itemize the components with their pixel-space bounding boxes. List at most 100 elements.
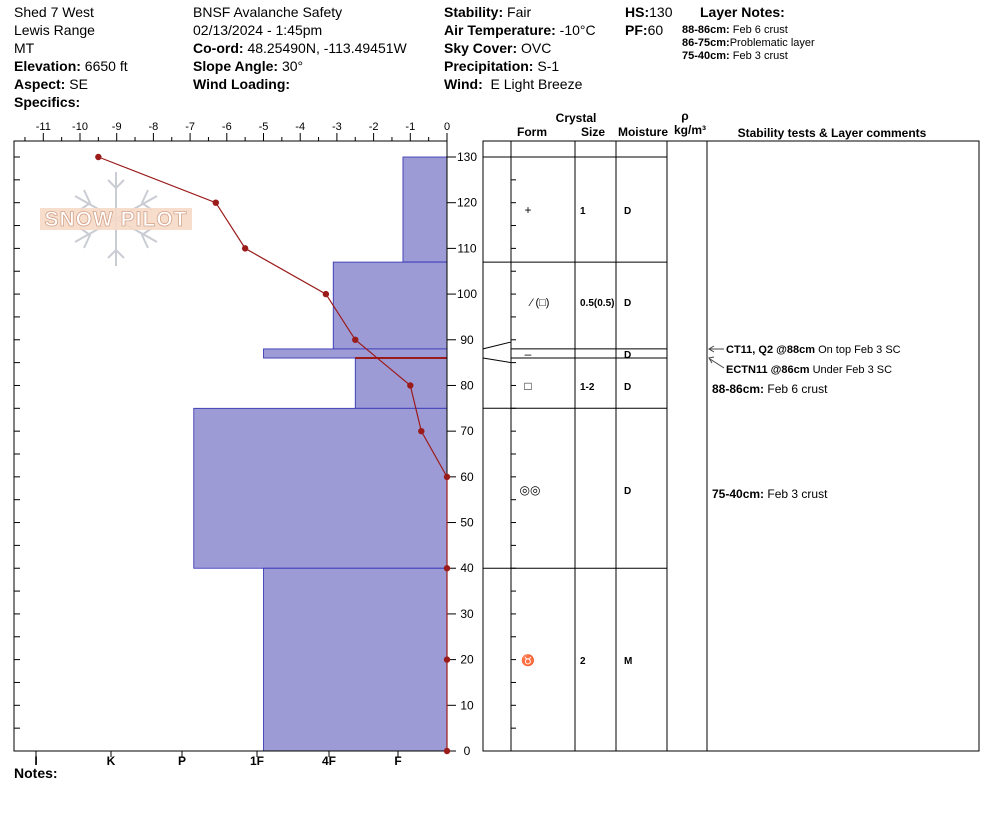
snowpilot-logo-text: SNOW PILOT [45, 208, 188, 231]
temperature-point [212, 199, 219, 206]
layer-table-grid [482, 140, 980, 752]
temperature-point [443, 747, 451, 755]
temp-tick-label: -3 [332, 121, 342, 133]
conditions-info: Stability: Fair Air Temperature: -10°C S… [444, 3, 596, 93]
form-melt-forms: ♉ [521, 654, 535, 667]
temperature-point [407, 382, 414, 389]
form-crust: – [525, 347, 532, 361]
layer-note: 75-40cm: Feb 3 crust [682, 50, 788, 62]
hardness-layer [402, 156, 448, 263]
stability-test: CT11, Q2 @88cm On top Feb 3 SC [726, 344, 901, 356]
table-frame [482, 140, 980, 752]
test-arrow-icon [708, 345, 725, 369]
wind-loading-row: Wind Loading: [193, 76, 291, 92]
depth-tick-label: 30 [460, 607, 474, 621]
layer-comment: 88-86cm: Feb 6 crust [712, 382, 828, 396]
temp-tick-label: -6 [222, 121, 232, 133]
depth-tick-label: 10 [460, 698, 474, 712]
temperature-point [443, 565, 451, 572]
form-faceted: □ [524, 379, 531, 393]
form-header: Form [517, 125, 547, 139]
hardness-layer [263, 348, 448, 359]
depth-tick-label: 0 [464, 744, 471, 758]
snowpilot-watermark: SNOW PILOT [40, 172, 192, 266]
hs-row: HS:130 [625, 4, 673, 20]
temp-tick-label: -7 [185, 121, 195, 133]
comments-header: Stability tests & Layer comments [738, 126, 927, 140]
form-rounding-faceted: + [524, 203, 531, 217]
aspect-row: Aspect: SE [14, 76, 88, 92]
hardness-tick-label: F [394, 754, 401, 768]
site-name: Shed 7 West [14, 4, 94, 20]
notes-label: Notes: [14, 765, 58, 781]
temperature-point [95, 153, 102, 161]
size-cell: 1-2 [580, 382, 595, 393]
temperature-point [352, 336, 359, 343]
layer-note: 88-86cm: Feb 6 crust [682, 24, 788, 36]
moisture-header: Moisture [618, 125, 668, 139]
density-unit-header: kg/m³ [674, 123, 706, 137]
moisture-cell: M [624, 656, 632, 667]
temperature-point [418, 427, 425, 435]
sky-row: Sky Cover: OVC [444, 40, 552, 56]
layer-note: 86-75cm:Problematic layer [682, 37, 815, 49]
moisture-cell: D [624, 486, 631, 497]
specifics-row: Specifics: [14, 94, 81, 110]
depth-tick-label: 60 [460, 470, 474, 484]
temp-tick-label: -10 [72, 121, 88, 133]
temp-tick-label: -1 [405, 121, 415, 133]
layer-comment: 75-40cm: Feb 3 crust [712, 487, 828, 501]
hardness-layer [263, 567, 448, 752]
crystal-header: Crystal [556, 111, 597, 125]
site-info: Shed 7 West Lewis Range MT Elevation: 66… [14, 3, 128, 111]
row-connector [482, 357, 512, 364]
density-symbol-header: ρ [681, 109, 688, 123]
pf-row: PF:60 [625, 22, 664, 38]
depth-tick-label: 90 [460, 333, 474, 347]
depth-tick-label: 50 [460, 516, 474, 530]
temperature-point [443, 473, 451, 481]
hardness-tick-label: P [178, 754, 186, 768]
depth-tick-label: 80 [460, 378, 474, 392]
hardness-tick-label: I [34, 754, 37, 768]
observer-info: BNSF Avalanche Safety 02/13/2024 - 1:45p… [193, 3, 407, 93]
stability-test: ECTN11 @86cm Under Feb 3 SC [726, 364, 892, 376]
stability-row: Stability: Fair [444, 4, 532, 20]
depth-tick-label: 110 [457, 241, 476, 255]
temp-tick-label: -8 [149, 121, 159, 133]
depth-tick-label: 120 [457, 196, 477, 210]
plot-frame [13, 140, 448, 752]
profile-plot: -11 -10 -9 -8 -7 -6 -5 -4 -3 -2 -1 0010203040506070… [13, 121, 477, 768]
temp-tick-label: -11 [36, 121, 51, 133]
depth-tick-label: 100 [457, 287, 477, 301]
form-decomposing: ⁄ (□) [528, 297, 550, 309]
size-cell: 0.5(0.5) [580, 298, 614, 309]
hardness-tick-label: 4F [322, 754, 336, 768]
size-cell: 2 [580, 656, 586, 667]
slope-row: Slope Angle: 30° [193, 58, 304, 74]
observer-name: BNSF Avalanche Safety [193, 4, 343, 20]
hardness-layer [332, 261, 448, 350]
layer-notes-title: Layer Notes: [700, 4, 785, 20]
wind-row: Wind: E Light Breeze [444, 76, 583, 92]
hardness-layer [193, 407, 448, 569]
temperature-point [241, 245, 249, 252]
temperature-point [322, 290, 330, 298]
depth-tick-label: 40 [460, 561, 474, 575]
observation-date: 02/13/2024 - 1:45pm [193, 22, 323, 38]
snow-depth-info: HS:130 PF:60 [625, 3, 672, 39]
temp-tick-label: -4 [295, 121, 305, 133]
depth-tick-label: 70 [460, 424, 474, 438]
size-cell: 1 [580, 206, 586, 217]
site-state: MT [14, 40, 35, 56]
depth-tick-label: 20 [460, 653, 474, 667]
moisture-cell: D [624, 206, 631, 217]
hardness-layer [354, 357, 448, 409]
temp-tick-label: -2 [369, 121, 379, 133]
moisture-cell: D [624, 298, 631, 309]
temp-tick-label: 0 [444, 121, 450, 133]
coord-row: Co-ord: 48.25490N, -113.49451W [193, 40, 407, 56]
elevation-row: Elevation: 6650 ft [14, 58, 128, 74]
precip-row: Precipitation: S-1 [444, 58, 560, 74]
